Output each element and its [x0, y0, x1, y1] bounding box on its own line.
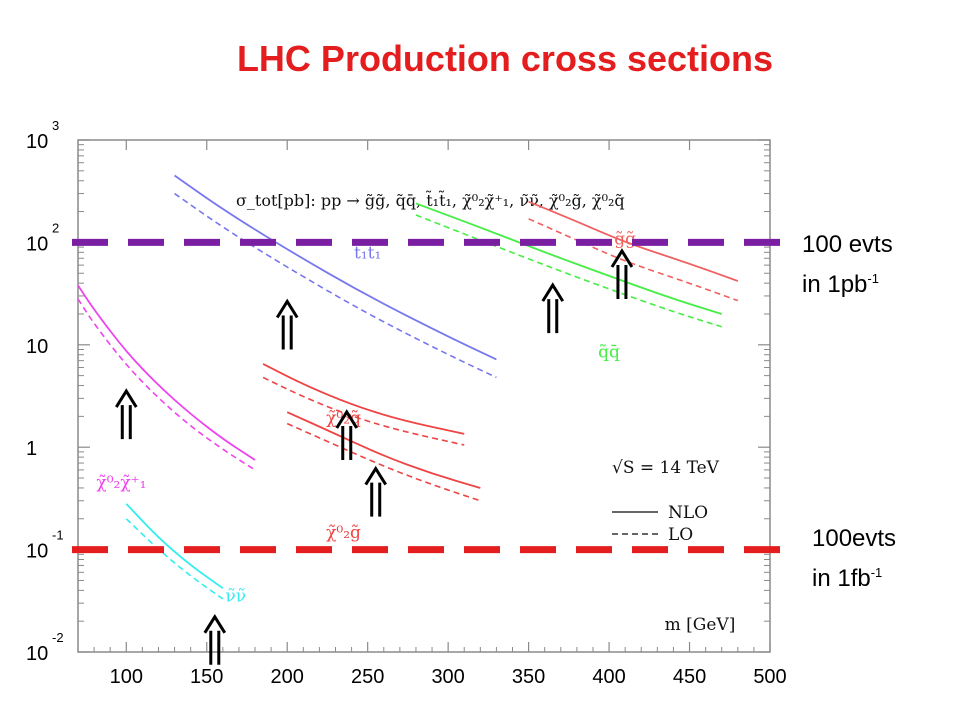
threshold-arrow-shaft [120, 405, 132, 440]
series-line-nlo [77, 284, 256, 461]
y-tick-label: 10 [26, 336, 48, 358]
chart-title: σ_tot[pb]: pp → g̃g̃, q̃q̄, t̃₁t̃₁, χ̃⁰₂… [236, 190, 625, 210]
legend-label: NLO [668, 503, 708, 523]
threshold-arrow-head [541, 282, 565, 302]
series-line-lo [262, 376, 465, 446]
x-tick-label: 100 [110, 666, 143, 688]
threshold-arrow-head [335, 409, 359, 429]
x-tick-label: 400 [592, 666, 625, 688]
purple-label-line2-wrap: in 1pb-1 [802, 262, 893, 302]
series-line-lo [286, 422, 481, 502]
series-line-nlo [286, 411, 481, 489]
x-tick-label: 350 [512, 666, 545, 688]
energy-label: √S = 14 TeV [612, 458, 720, 478]
series-line-nlo [528, 200, 739, 282]
threshold-arrow-shaft [341, 425, 353, 460]
threshold-arrow-shaft [281, 315, 293, 350]
series-label: ν̃ν̃ [225, 587, 246, 607]
y-tick-label: 10 [26, 541, 48, 563]
purple-label-sup: -1 [867, 271, 879, 286]
x-axis-label: m [GeV] [665, 615, 736, 635]
threshold-arrow-head [275, 298, 299, 319]
y-tick-exponent: -1 [52, 528, 64, 543]
series-label: g̃g̃ [614, 230, 636, 250]
purple-label-line1: 100 evts [802, 231, 893, 258]
threshold-arrow-shaft [370, 482, 382, 517]
threshold-arrow-shaft [616, 265, 628, 300]
y-tick-exponent: -2 [52, 630, 64, 645]
x-tick-label: 300 [431, 666, 464, 688]
threshold-arrow-head [610, 248, 634, 268]
x-tick-label: 500 [753, 666, 786, 688]
threshold-arrow-shaft [209, 630, 221, 665]
y-tick-exponent: 2 [52, 220, 59, 235]
y-tick-label: 10 [26, 131, 48, 153]
threshold-arrow-head [115, 388, 138, 408]
series-line-nlo [174, 174, 497, 361]
purple-line-label: 100 evts in 1pb-1 [802, 228, 893, 302]
x-tick-label: 200 [271, 666, 304, 688]
series-line-nlo [125, 503, 224, 589]
x-tick-label: 450 [673, 666, 706, 688]
threshold-arrow-head [364, 465, 387, 486]
y-tick-exponent: 3 [52, 118, 59, 133]
y-tick-label: 10 [26, 233, 48, 255]
series-label: χ̃⁰₂g̃ [326, 523, 361, 543]
threshold-arrow-shaft [547, 299, 559, 334]
purple-label-line2: in 1pb [802, 271, 868, 298]
red-label-line1: 100evts [812, 525, 897, 552]
series-line-lo [174, 192, 497, 379]
slide-title: LHC Production cross sections [236, 38, 774, 79]
series-label: q̃q̄ [598, 343, 620, 363]
threshold-arrow-head [203, 613, 227, 634]
series-line-nlo [415, 202, 722, 315]
y-tick-label: 10 [26, 643, 48, 665]
series-line-lo [415, 214, 722, 328]
series-label: t̃₁t̃₁ [353, 242, 381, 264]
series-line-lo [125, 518, 224, 600]
series-line-lo [528, 218, 739, 302]
x-tick-label: 250 [351, 666, 384, 688]
legend-label: LO [668, 525, 693, 545]
red-label-sup: -1 [870, 565, 883, 580]
series-line-nlo [262, 363, 465, 435]
y-tick-label: 1 [26, 438, 37, 460]
red-label-line2-wrap: in 1fb-1 [812, 556, 896, 596]
x-tick-label: 150 [190, 666, 223, 688]
red-line-label: 100evts in 1fb-1 [812, 522, 896, 596]
plot-frame [77, 139, 771, 653]
series-label: χ̃⁰₂χ̃⁺₁ [96, 473, 146, 493]
red-label-line2: in 1fb [812, 565, 871, 592]
